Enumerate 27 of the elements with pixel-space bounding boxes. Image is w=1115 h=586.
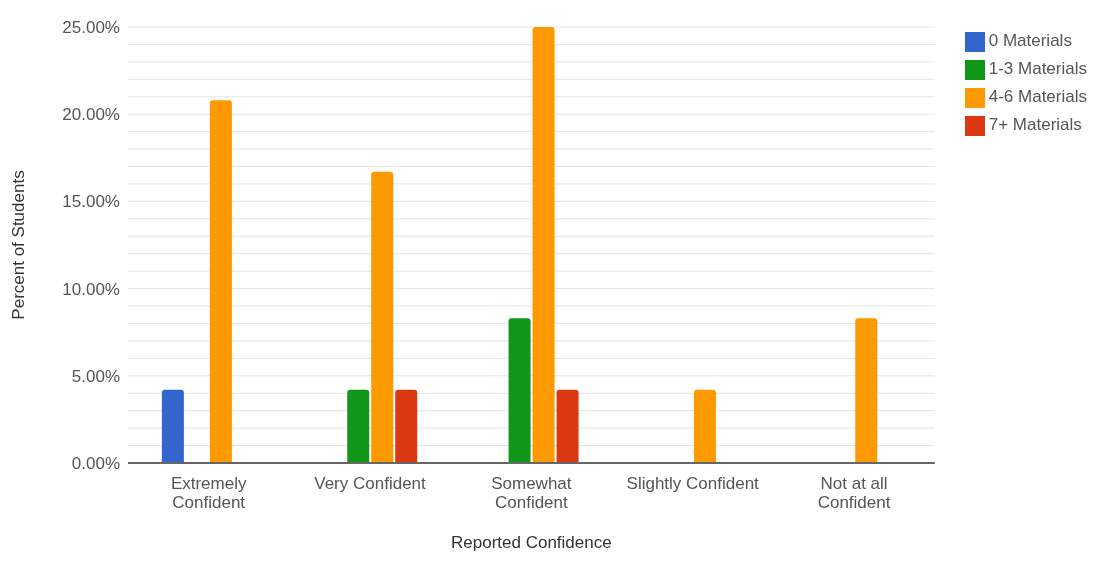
- legend-label: 1-3 Materials: [988, 59, 1087, 78]
- y-axis-title: Percent of Students: [9, 170, 29, 320]
- y-tick-label: 15.00%: [62, 192, 120, 212]
- bar: [371, 171, 394, 463]
- x-axis-title: Reported Confidence: [451, 533, 612, 552]
- x-tick-label: Very Confident: [314, 474, 427, 494]
- x-tick-label: Extremely Confident: [170, 474, 247, 513]
- bar: [209, 100, 232, 463]
- bar: [532, 27, 555, 463]
- legend-label: 0 Materials: [988, 31, 1072, 50]
- legend-label: 7+ Materials: [988, 115, 1082, 134]
- legend-label: 4-6 Materials: [988, 87, 1087, 106]
- y-tick-label: 0.00%: [71, 454, 120, 474]
- y-tick-label: 5.00%: [71, 366, 120, 386]
- x-tick-label: Slightly Confident: [626, 474, 760, 494]
- bar: [855, 318, 878, 463]
- bar: [693, 389, 716, 463]
- y-tick-label: 20.00%: [62, 105, 120, 125]
- bar: [508, 318, 531, 463]
- bar: [395, 389, 418, 463]
- x-tick-label: Somewhat Confident: [491, 474, 572, 513]
- bar: [161, 389, 184, 463]
- bar: [556, 389, 579, 463]
- x-tick-label: Not at all Confident: [817, 474, 891, 513]
- y-tick-label: 25.00%: [62, 18, 120, 38]
- bar: [347, 389, 370, 463]
- y-tick-label: 10.00%: [62, 279, 120, 299]
